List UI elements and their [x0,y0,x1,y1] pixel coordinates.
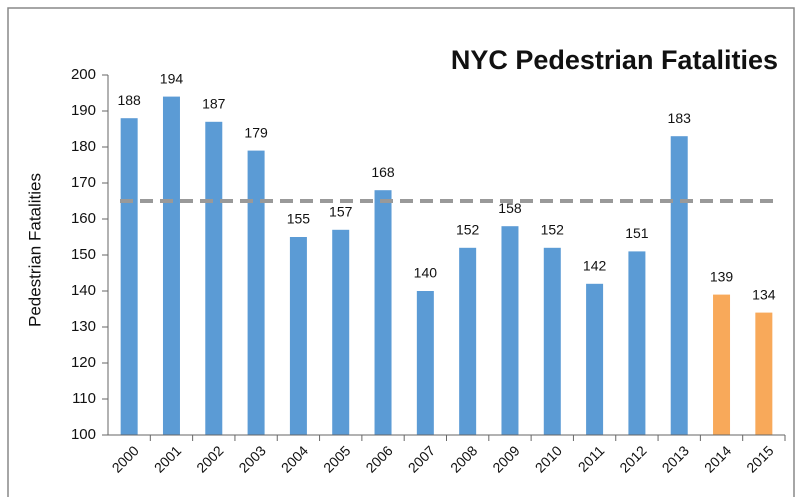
data-label: 155 [287,211,311,227]
y-tick-label: 140 [71,282,96,299]
data-label: 152 [541,222,565,238]
bar [416,291,434,435]
bar [162,96,180,435]
x-tick-label: 2009 [489,442,522,475]
bar [205,121,223,436]
bar [755,312,773,435]
bar [628,251,646,435]
x-tick-label: 2001 [151,442,184,475]
x-tick-label: 2010 [532,442,565,475]
data-label: 134 [752,286,776,302]
x-tick-label: 2007 [405,442,438,475]
bar [501,226,519,435]
data-label: 158 [498,200,522,216]
bar [120,118,138,435]
bar [543,247,561,435]
y-tick-label: 160 [71,210,96,227]
frame [7,7,795,502]
y-tick-label: 120 [71,354,96,371]
x-tick-label: 2004 [278,442,311,475]
bar [586,283,604,435]
y-tick-label: 130 [71,318,96,335]
x-tick-label: 2013 [659,442,692,475]
x-tick-label: 2003 [235,442,268,475]
x-tick-label: 2005 [320,442,353,475]
data-label: 142 [583,258,607,274]
x-tick-label: 2015 [743,442,776,475]
y-tick-label: 170 [71,174,96,191]
y-tick-label: 100 [71,426,96,443]
data-label: 140 [414,265,438,281]
bar [374,190,392,435]
data-label: 188 [117,92,141,108]
x-tick-label: 2002 [193,442,226,475]
data-label: 194 [160,70,184,86]
bar [247,150,265,435]
bar [289,237,307,435]
y-tick-label: 200 [71,66,96,83]
data-label: 152 [456,222,480,238]
data-label: 187 [202,96,226,112]
y-tick-label: 110 [72,390,96,407]
x-tick-label: 2008 [447,442,480,475]
bar [332,229,350,435]
y-tick-label: 150 [71,246,96,263]
data-label: 179 [244,124,268,140]
data-label: 151 [625,225,649,241]
y-axis-label: Pedestrian Fatalities [25,173,44,327]
data-label: 157 [329,204,353,220]
data-label: 183 [668,110,692,126]
bar [670,136,688,435]
data-label: 139 [710,268,734,284]
chart-title: NYC Pedestrian Fatalities [451,45,778,75]
y-tick-label: 180 [71,138,96,155]
bar [459,247,477,435]
x-tick-label: 2000 [109,442,142,475]
x-tick-label: 2012 [616,442,649,475]
x-tick-label: 2014 [701,442,734,475]
bar [713,294,731,435]
data-label: 168 [371,164,395,180]
y-tick-label: 190 [71,102,96,119]
x-tick-label: 2011 [575,442,608,475]
x-tick-label: 2006 [362,442,395,475]
